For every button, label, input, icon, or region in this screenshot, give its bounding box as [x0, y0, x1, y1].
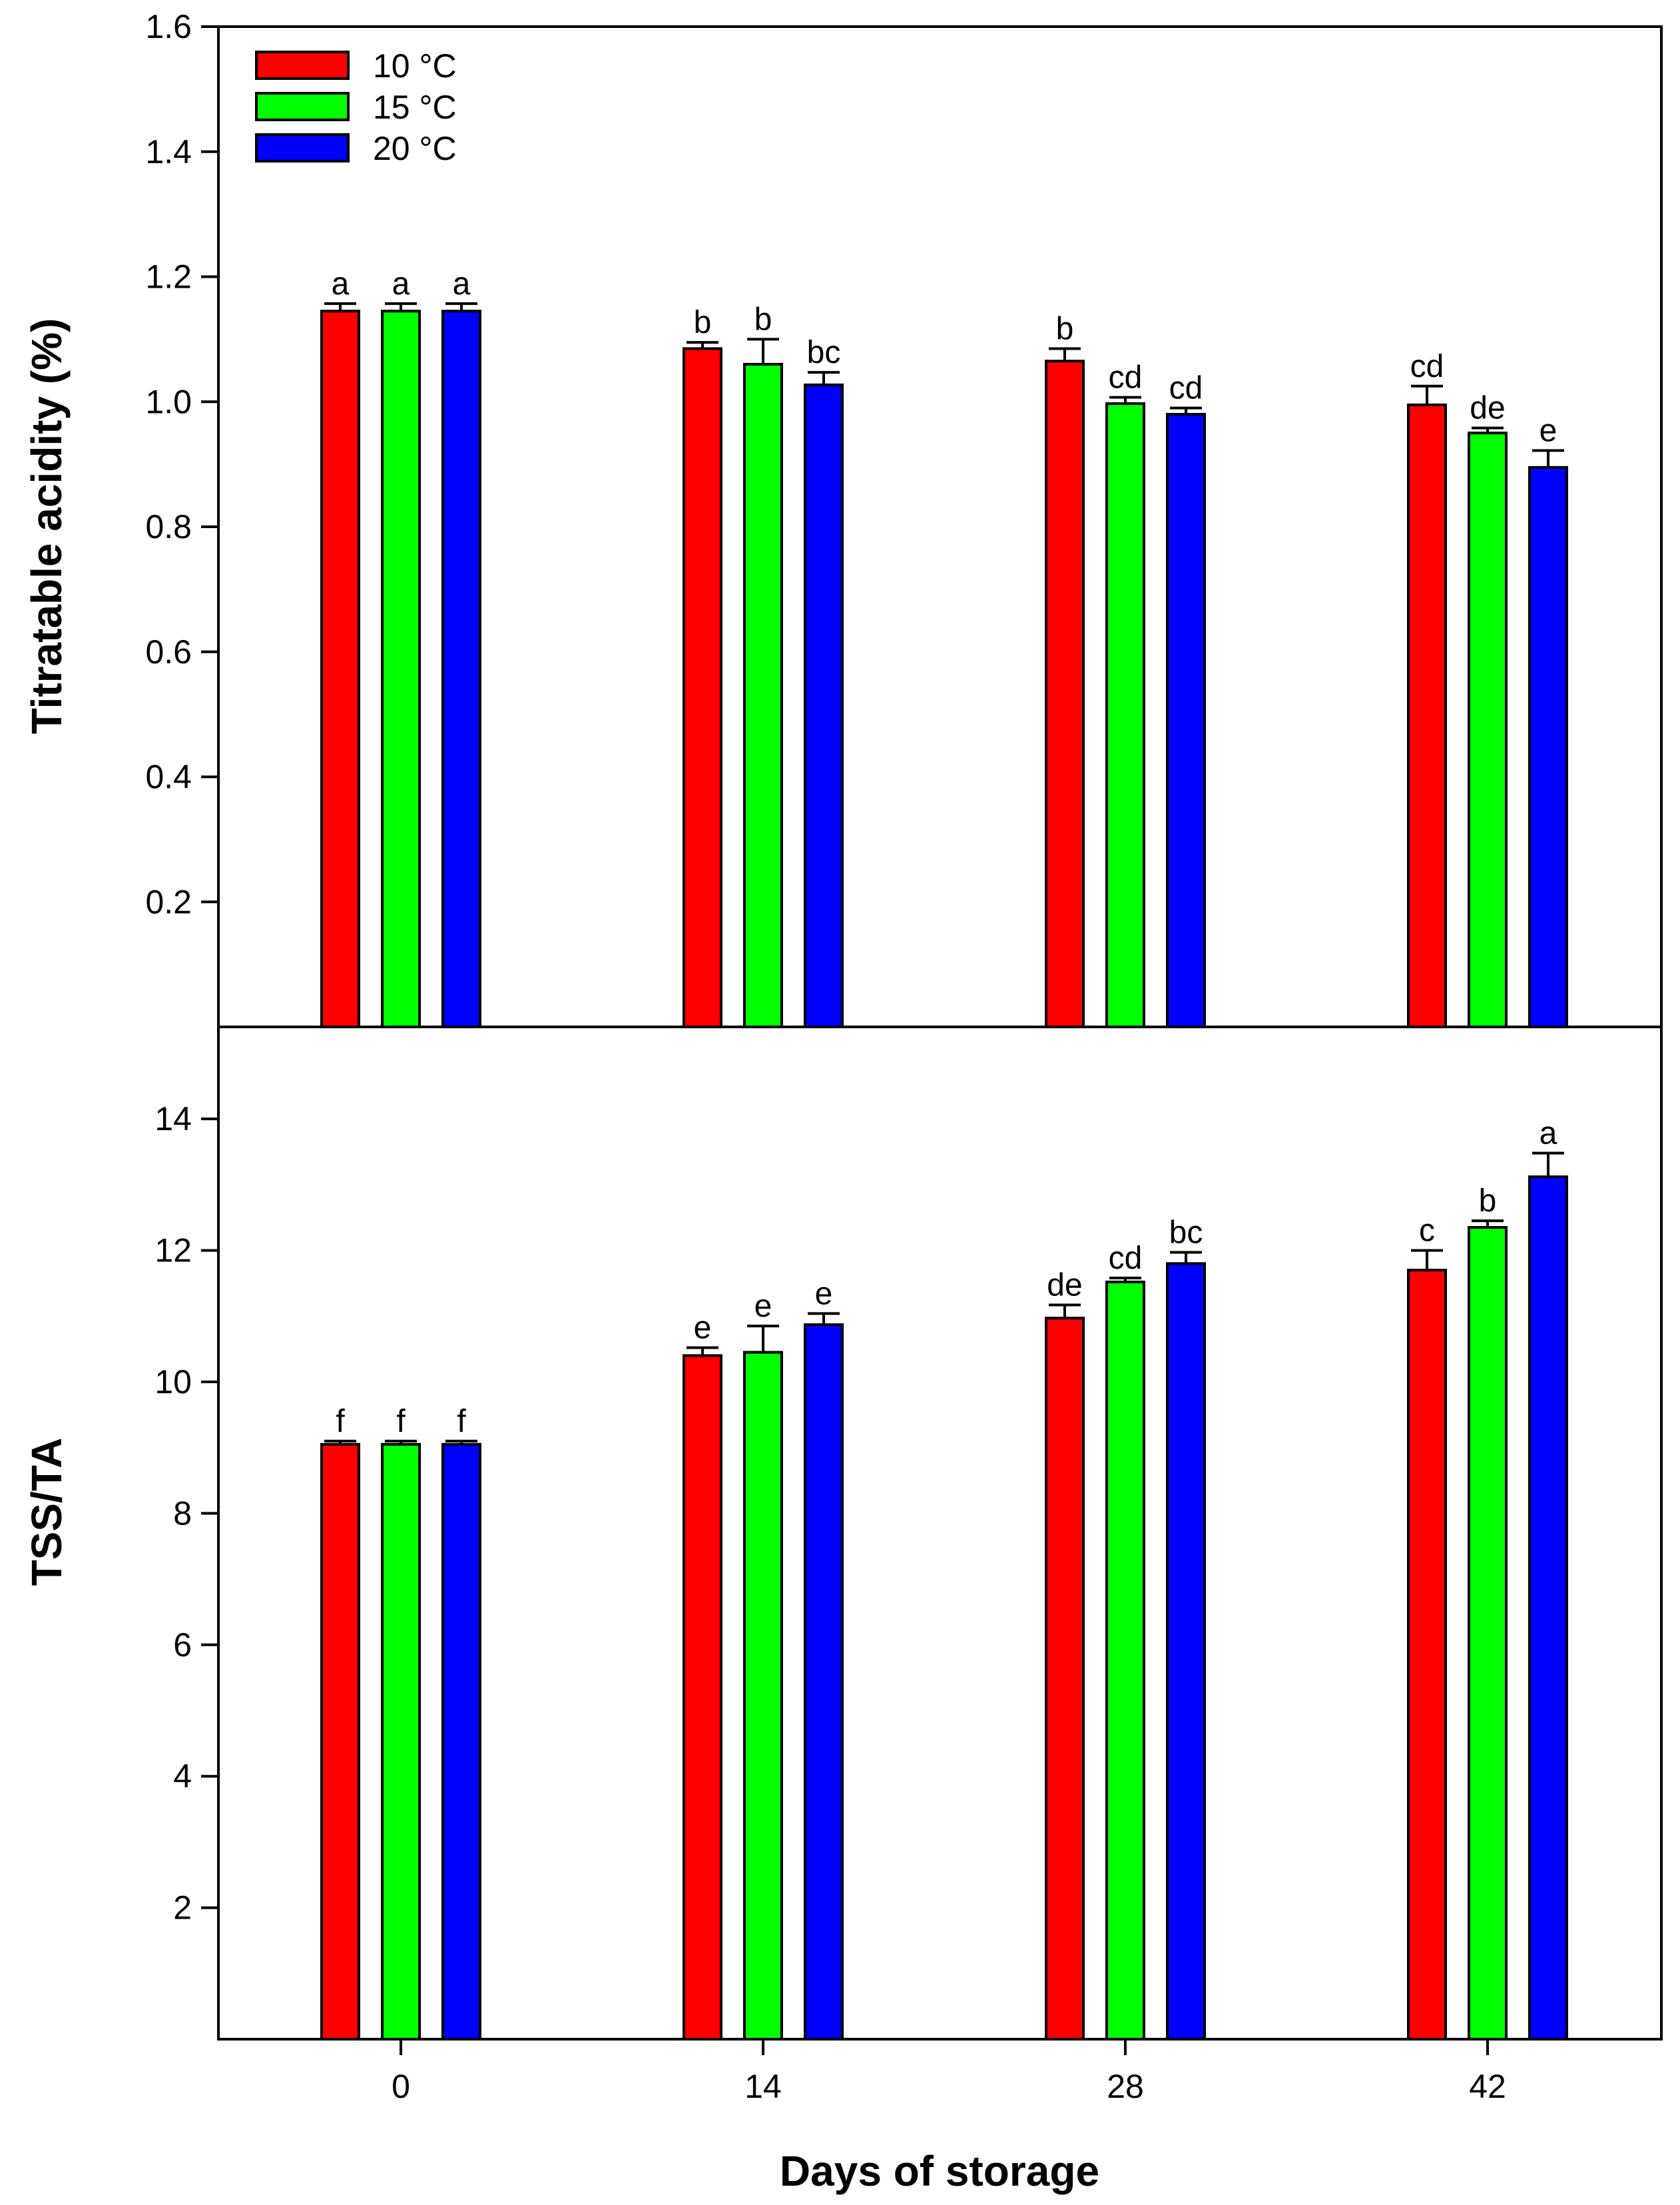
significance-letter: a: [1540, 1116, 1557, 1151]
bar: [1528, 466, 1568, 1028]
x-tick-label: 42: [1469, 2068, 1506, 2105]
bar: [441, 1442, 481, 2041]
significance-letter: b: [1479, 1183, 1497, 1219]
top-y-tick-label: 0.8: [145, 508, 192, 545]
bar: [1045, 1317, 1085, 2041]
significance-letter: e: [754, 1289, 772, 1324]
bottom-y-tick-label: 8: [173, 1494, 192, 1532]
significance-letter: a: [332, 266, 350, 302]
significance-letter: a: [453, 266, 471, 302]
x-tick-label: 0: [392, 2068, 410, 2105]
x-tick-label: 28: [1107, 2068, 1144, 2105]
top-y-tick-label: 0.2: [145, 883, 192, 920]
bar: [320, 310, 360, 1029]
bar: [1105, 402, 1145, 1028]
bottom-y-tick-label: 10: [154, 1363, 192, 1401]
legend: 10 °C 15 °C 20 °C: [255, 47, 457, 167]
significance-letter: e: [815, 1276, 833, 1311]
bottom-y-tick-label: 14: [154, 1100, 192, 1137]
top-y-tick-label: 0.4: [145, 759, 192, 796]
top-y-axis-title: Titratable acidity (%): [23, 318, 71, 735]
significance-letter: f: [457, 1404, 466, 1439]
bottom-y-axis-ticks: 2 4 6 8 10 12 14: [154, 1100, 218, 1927]
legend-swatch-15c: [255, 92, 350, 121]
top-y-tick-label: 1.6: [145, 8, 192, 45]
top-y-axis-ticks: 0.2 0.4 0.6 0.8 1.0 1.2 1.4 1.6: [145, 8, 218, 920]
significance-letter: cd: [1169, 371, 1203, 406]
significance-letter: bc: [807, 335, 841, 370]
significance-letter: f: [396, 1404, 406, 1439]
bar: [1105, 1280, 1145, 2041]
bar: [743, 362, 783, 1028]
x-tick-label: 14: [744, 2068, 782, 2105]
significance-letter: f: [336, 1404, 345, 1439]
bottom-y-tick-label: 4: [173, 1757, 192, 1795]
legend-label-10c: 10 °C: [373, 47, 457, 85]
bar: [441, 310, 481, 1029]
bar: [320, 1442, 360, 2041]
legend-label-20c: 20 °C: [373, 130, 457, 167]
bottom-panel-frame: [217, 1026, 1663, 2041]
significance-letter: cd: [1410, 349, 1444, 384]
bar: [804, 383, 844, 1028]
significance-letter: cd: [1109, 360, 1143, 396]
bottom-y-tick-label: 2: [173, 1889, 192, 1927]
bar: [804, 1323, 844, 2041]
significance-letter: a: [392, 266, 410, 302]
bottom-y-tick-label: 12: [154, 1232, 192, 1269]
bar: [1468, 1226, 1508, 2041]
significance-letter: bc: [1169, 1215, 1203, 1251]
legend-swatch-20c: [255, 133, 350, 162]
significance-letter: de: [1470, 391, 1505, 426]
bar: [1528, 1175, 1568, 2041]
top-y-tick-label: 1.2: [145, 258, 192, 296]
significance-letter: b: [754, 302, 772, 337]
significance-letter: b: [1056, 311, 1074, 346]
significance-letter: e: [694, 1311, 712, 1346]
top-y-tick-label: 1.4: [145, 133, 192, 170]
top-y-tick-label: 1.0: [145, 383, 192, 420]
bottom-y-axis-title: TSS/TA: [23, 1438, 71, 1586]
significance-letter: e: [1540, 413, 1557, 448]
bottom-y-tick-label: 6: [173, 1626, 192, 1664]
legend-swatch-10c: [255, 51, 350, 80]
significance-letter: cd: [1109, 1241, 1143, 1276]
bar: [381, 310, 421, 1029]
bar: [1166, 413, 1206, 1028]
significance-letter: de: [1047, 1268, 1082, 1303]
bar: [1045, 360, 1085, 1028]
bar: [1407, 403, 1447, 1028]
top-y-tick-label: 0.6: [145, 633, 192, 671]
bar: [683, 347, 722, 1028]
bottom-bars: f e de c f e cd b f e bc a: [320, 1116, 1568, 2041]
legend-label-15c: 15 °C: [373, 89, 457, 126]
significance-letter: c: [1419, 1213, 1435, 1249]
bar: [1407, 1269, 1447, 2041]
bar: [1468, 432, 1508, 1028]
bar: [743, 1351, 783, 2041]
x-axis-title: Days of storage: [780, 2147, 1099, 2195]
bar: [1166, 1262, 1206, 2041]
significance-letter: b: [694, 305, 712, 340]
bar: [381, 1442, 421, 2041]
bar: [683, 1354, 722, 2041]
x-axis-ticks: 0 14 28 42: [392, 2039, 1506, 2105]
